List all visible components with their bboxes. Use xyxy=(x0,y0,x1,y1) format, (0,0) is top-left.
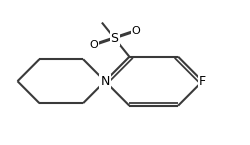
Text: S: S xyxy=(110,32,118,45)
Text: O: O xyxy=(90,40,98,50)
Text: N: N xyxy=(100,75,110,88)
Text: O: O xyxy=(132,26,140,36)
Text: F: F xyxy=(199,75,206,88)
